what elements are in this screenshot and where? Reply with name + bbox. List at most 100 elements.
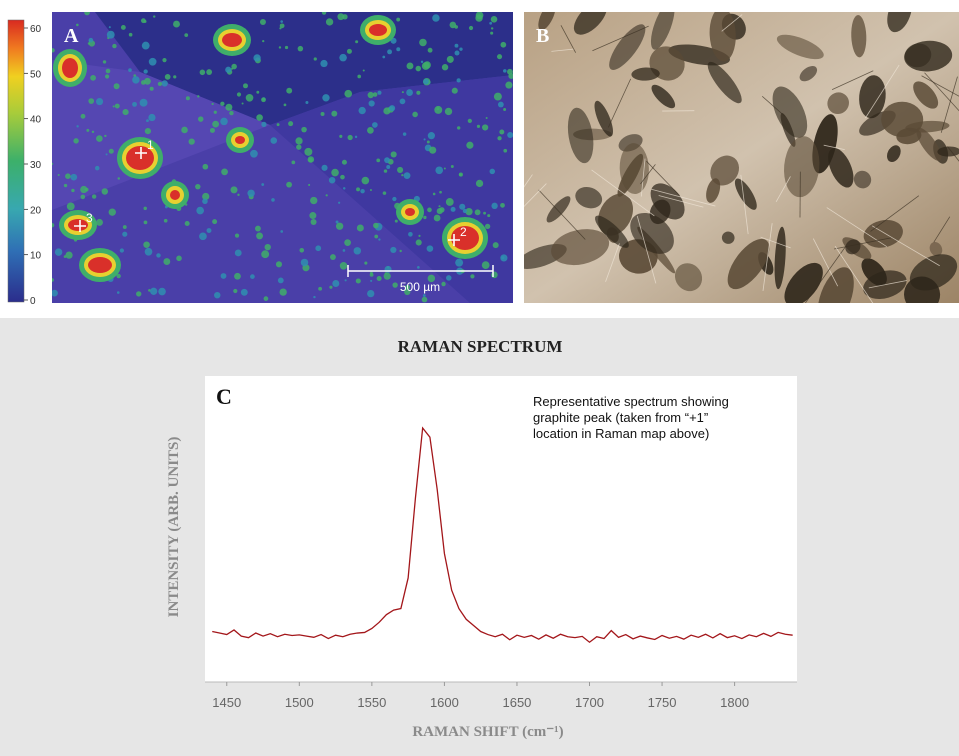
map-speckle xyxy=(374,234,379,239)
photo-needle xyxy=(834,245,874,303)
map-speckle xyxy=(84,187,89,192)
map-speckle xyxy=(291,160,296,165)
map-speckle xyxy=(322,94,330,102)
x-tick-label: 1800 xyxy=(720,695,749,710)
map-speckle xyxy=(143,19,147,23)
map-speckle xyxy=(433,214,441,222)
photo-inclusion xyxy=(828,147,854,188)
map-speckle xyxy=(52,222,55,228)
photo-inclusion xyxy=(538,12,556,31)
map-speckle xyxy=(368,100,375,107)
map-speckle xyxy=(406,89,413,96)
map-speckle xyxy=(401,174,404,177)
map-speckle xyxy=(372,92,378,97)
map-speckle xyxy=(339,53,347,62)
map-speckle xyxy=(408,231,413,237)
map-speckle xyxy=(240,288,248,296)
map-speckle xyxy=(415,65,422,72)
map-speckle xyxy=(264,243,271,251)
photo-needle xyxy=(651,188,716,207)
map-speckle xyxy=(427,207,432,213)
map-speckle xyxy=(331,110,338,117)
map-speckle xyxy=(456,78,461,83)
photo-needle xyxy=(592,25,649,52)
photo-needle xyxy=(640,164,656,185)
map-speckle xyxy=(417,266,420,269)
map-speckle xyxy=(441,281,446,287)
map-speckle xyxy=(389,105,396,112)
photo-inclusion xyxy=(710,155,740,186)
panel-label: C xyxy=(216,384,232,409)
map-speckle xyxy=(196,206,204,215)
map-speckle xyxy=(315,245,322,252)
map-speckle xyxy=(256,90,260,94)
map-speckle xyxy=(503,69,507,73)
photo-inclusion xyxy=(575,187,603,209)
map-speckle xyxy=(427,47,433,53)
map-speckle xyxy=(474,209,481,216)
photo-needle xyxy=(762,223,773,291)
map-speckle xyxy=(386,165,391,170)
map-speckle xyxy=(337,13,345,21)
map-speckle xyxy=(394,219,398,223)
photo-needle xyxy=(826,207,888,248)
photo-needle xyxy=(551,48,574,52)
map-speckle xyxy=(301,126,307,133)
map-speckle xyxy=(241,102,244,105)
map-speckle xyxy=(225,66,232,73)
map-speckle xyxy=(356,187,360,192)
map-speckle xyxy=(367,289,375,298)
map-speckle xyxy=(500,41,507,48)
map-speckle xyxy=(184,220,190,226)
map-speckle xyxy=(296,144,302,150)
map-speckle xyxy=(358,106,366,115)
photo-inclusion xyxy=(594,100,613,137)
map-hotspot xyxy=(170,190,180,200)
map-speckle xyxy=(71,188,75,193)
raman-map xyxy=(52,12,513,303)
map-speckle xyxy=(195,183,201,190)
map-speckle xyxy=(280,230,284,233)
map-speckle xyxy=(106,30,115,39)
map-speckle xyxy=(250,149,258,158)
map-speckle xyxy=(439,190,442,194)
map-speckle xyxy=(384,265,392,273)
x-tick-label: 1600 xyxy=(430,695,459,710)
photo-inclusion xyxy=(784,136,820,198)
map-speckle xyxy=(66,202,75,211)
map-speckle xyxy=(423,78,429,85)
map-speckle xyxy=(390,151,397,158)
point-label: 1 xyxy=(147,138,154,152)
map-speckle xyxy=(76,23,79,27)
photo-inclusion xyxy=(546,196,571,223)
map-speckle xyxy=(340,174,345,180)
map-speckle xyxy=(277,277,284,284)
map-speckle xyxy=(90,74,96,81)
map-hotspot xyxy=(235,136,245,144)
photo-needle xyxy=(868,280,907,289)
map-hotspot xyxy=(62,58,78,78)
map-speckle xyxy=(500,202,505,208)
map-speckle xyxy=(372,122,378,128)
photo-inclusion xyxy=(551,229,610,266)
map-speckle xyxy=(490,27,494,30)
map-speckle xyxy=(384,157,390,164)
map-speckle xyxy=(419,38,427,47)
map-speckle xyxy=(475,179,484,188)
map-speckle xyxy=(65,251,73,259)
map-speckle xyxy=(434,105,443,114)
map-speckle xyxy=(128,68,132,72)
map-speckle xyxy=(96,135,103,142)
map-speckle xyxy=(88,37,94,43)
map-hotspot xyxy=(126,146,154,170)
map-speckle xyxy=(403,172,411,180)
map-speckle xyxy=(339,134,343,138)
map-hotspot xyxy=(369,24,387,36)
map-speckle xyxy=(122,231,128,237)
map-speckle xyxy=(76,125,79,128)
map-speckle xyxy=(468,25,474,31)
colorbar-tick-label: 10 xyxy=(30,251,42,262)
map-speckle xyxy=(86,128,90,132)
map-speckle xyxy=(158,287,166,296)
